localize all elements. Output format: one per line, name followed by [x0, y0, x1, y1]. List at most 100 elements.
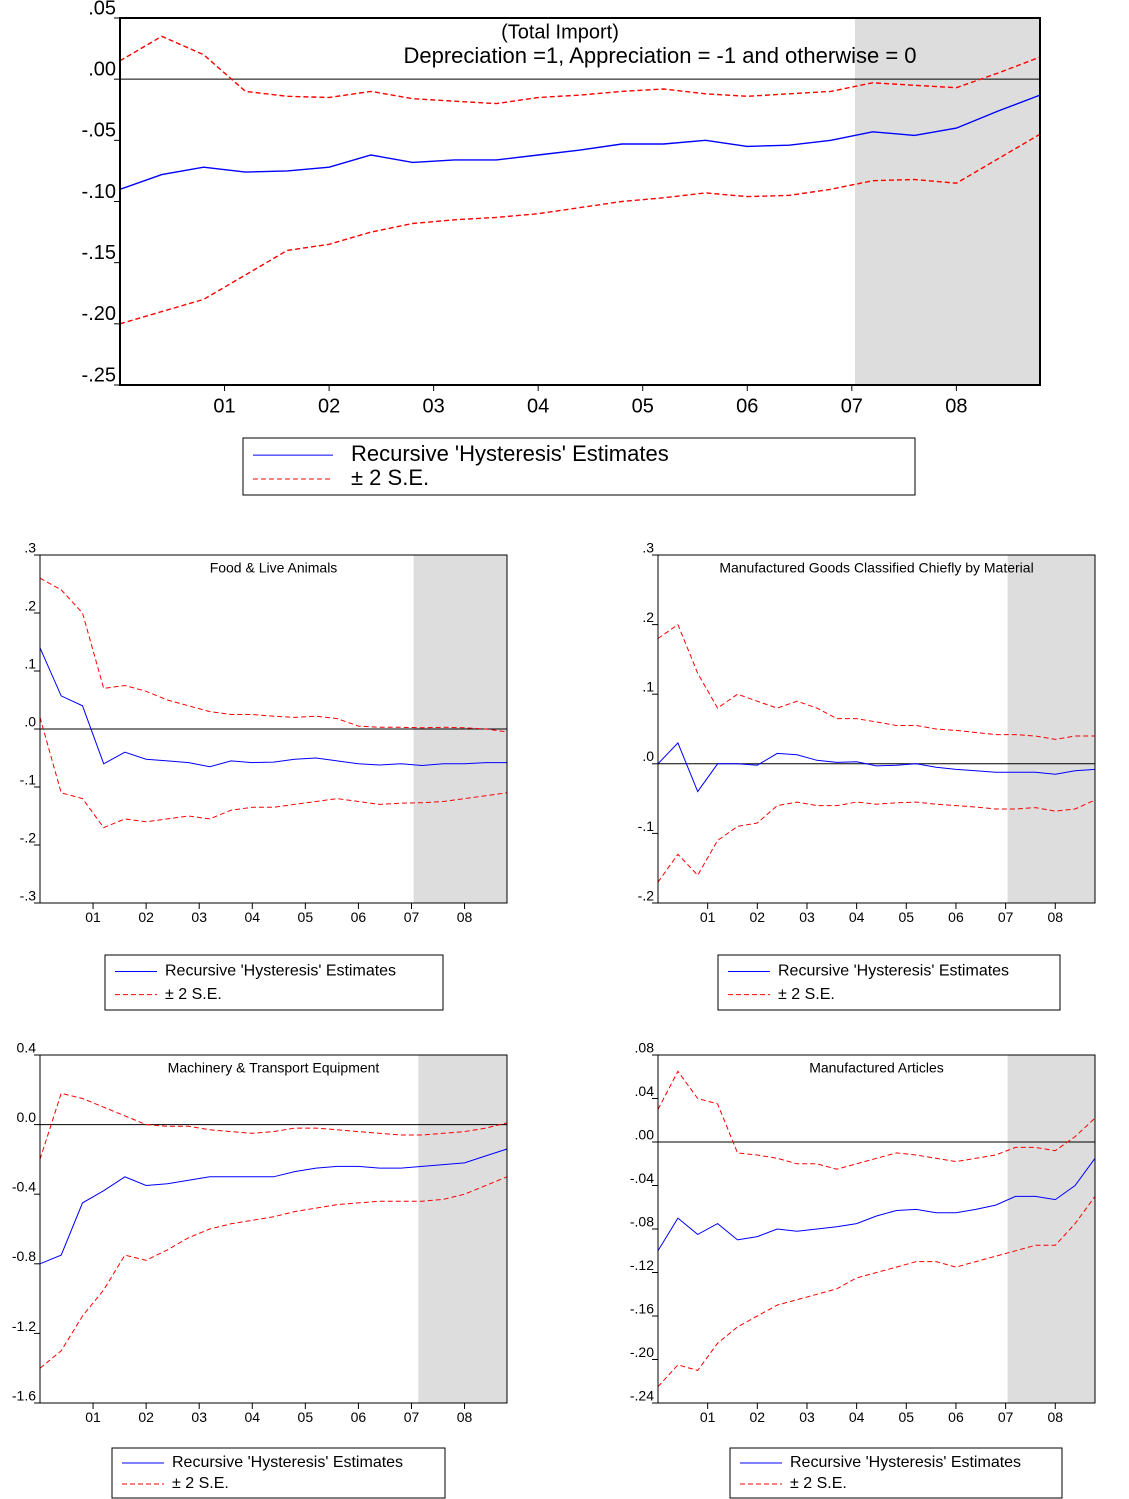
y-tick-label: -.08 — [630, 1213, 654, 1229]
y-tick-label: -.10 — [82, 181, 116, 203]
x-tick-label: 05 — [632, 395, 654, 417]
y-tick-label: -.15 — [82, 242, 116, 264]
y-tick-label: -.2 — [20, 829, 37, 845]
x-tick-label: 04 — [244, 1409, 260, 1425]
chart-title: Manufactured Goods Classified Chiefly by… — [719, 560, 1033, 576]
plot-frame — [657, 1054, 1096, 1404]
legend-label: ± 2 S.E. — [351, 465, 429, 490]
x-tick-label: 07 — [841, 395, 863, 417]
series-line — [657, 1158, 1096, 1252]
x-tick-label: 01 — [85, 1409, 101, 1425]
x-tick-label: 03 — [799, 909, 815, 925]
series-line — [119, 133, 1041, 325]
series-line — [119, 94, 1041, 190]
y-tick-label: .3 — [642, 539, 654, 555]
legend-label: Recursive 'Hysteresis' Estimates — [790, 1454, 1021, 1471]
x-tick-label: 06 — [736, 395, 758, 417]
series-line — [39, 717, 508, 829]
y-tick-label: -.12 — [630, 1257, 654, 1273]
legend-box — [104, 954, 444, 1011]
x-tick-label: 04 — [849, 909, 865, 925]
shaded-region — [418, 1055, 507, 1403]
series-line — [39, 1092, 508, 1160]
y-tick-label: 0.4 — [17, 1039, 37, 1055]
y-tick-label: .00 — [635, 1126, 655, 1142]
x-tick-label: 07 — [998, 1409, 1014, 1425]
plot-frame — [119, 17, 1041, 386]
legend-box — [717, 954, 1061, 1011]
x-tick-label: 03 — [423, 395, 445, 417]
series-line — [657, 799, 1096, 883]
x-tick-label: 02 — [318, 395, 340, 417]
x-tick-label: 02 — [750, 909, 766, 925]
y-tick-label: -.3 — [20, 887, 37, 903]
y-tick-label: -.25 — [82, 364, 116, 386]
legend-label: ± 2 S.E. — [172, 1475, 229, 1492]
legend-label: ± 2 S.E. — [165, 986, 222, 1003]
y-tick-label: -.20 — [82, 303, 116, 325]
chart-title: Machinery & Transport Equipment — [168, 1060, 380, 1076]
x-tick-label: 08 — [457, 1409, 473, 1425]
y-tick-label: -0.4 — [12, 1179, 36, 1195]
x-tick-label: 02 — [750, 1409, 766, 1425]
x-tick-label: 08 — [945, 395, 967, 417]
legend-box — [729, 1447, 1063, 1499]
x-tick-label: 06 — [351, 909, 367, 925]
y-tick-label: -.2 — [638, 887, 655, 903]
legend-label: Recursive 'Hysteresis' Estimates — [172, 1454, 403, 1471]
y-tick-label: .0 — [24, 713, 36, 729]
y-tick-label: .3 — [24, 539, 36, 555]
x-tick-label: 07 — [404, 909, 420, 925]
x-tick-label: 03 — [799, 1409, 815, 1425]
x-tick-label: 05 — [298, 909, 314, 925]
x-tick-label: 05 — [899, 909, 915, 925]
y-tick-label: .05 — [88, 0, 116, 19]
y-tick-label: .04 — [635, 1083, 655, 1099]
legend-box — [242, 437, 916, 496]
y-tick-label: -1.2 — [12, 1318, 36, 1334]
chart-subtitle: Depreciation =1, Appreciation = -1 and o… — [403, 43, 916, 68]
y-tick-label: .1 — [642, 679, 654, 695]
x-tick-label: 07 — [404, 1409, 420, 1425]
y-tick-label: -.24 — [630, 1387, 654, 1403]
x-tick-label: 07 — [998, 909, 1014, 925]
x-tick-label: 08 — [1047, 909, 1063, 925]
series-line — [657, 741, 1096, 793]
x-tick-label: 04 — [244, 909, 260, 925]
x-tick-label: 01 — [700, 909, 716, 925]
plot-frame — [657, 554, 1096, 904]
y-tick-label: -.04 — [630, 1170, 654, 1186]
legend-label: Recursive 'Hysteresis' Estimates — [351, 441, 669, 466]
y-tick-label: -.16 — [630, 1300, 654, 1316]
series-line — [657, 1070, 1096, 1170]
x-tick-label: 06 — [948, 909, 964, 925]
x-tick-label: 05 — [899, 1409, 915, 1425]
legend-label: ± 2 S.E. — [778, 986, 835, 1003]
x-tick-label: 01 — [700, 1409, 716, 1425]
series-line — [39, 1148, 508, 1265]
x-tick-label: 06 — [351, 1409, 367, 1425]
y-tick-label: .2 — [24, 597, 36, 613]
chart-title: Manufactured Articles — [809, 1060, 944, 1076]
y-tick-label: -.20 — [630, 1344, 654, 1360]
series-line — [657, 1196, 1096, 1388]
x-tick-label: 04 — [527, 395, 549, 417]
plot-frame — [39, 554, 508, 904]
legend-label: Recursive 'Hysteresis' Estimates — [165, 963, 396, 980]
y-tick-label: .0 — [642, 748, 654, 764]
shaded-region — [1007, 555, 1095, 903]
series-line — [119, 35, 1041, 105]
chart-title: (Total Import) — [501, 21, 619, 43]
y-tick-label: .2 — [642, 609, 654, 625]
x-tick-label: 08 — [1047, 1409, 1063, 1425]
series-line — [39, 647, 507, 768]
legend-box — [111, 1447, 446, 1499]
x-tick-label: 01 — [85, 909, 101, 925]
plot-frame — [39, 1054, 508, 1404]
x-tick-label: 03 — [191, 1409, 207, 1425]
y-tick-label: -.1 — [20, 771, 37, 787]
y-tick-label: .1 — [24, 655, 36, 671]
y-tick-label: 0.0 — [17, 1109, 37, 1125]
